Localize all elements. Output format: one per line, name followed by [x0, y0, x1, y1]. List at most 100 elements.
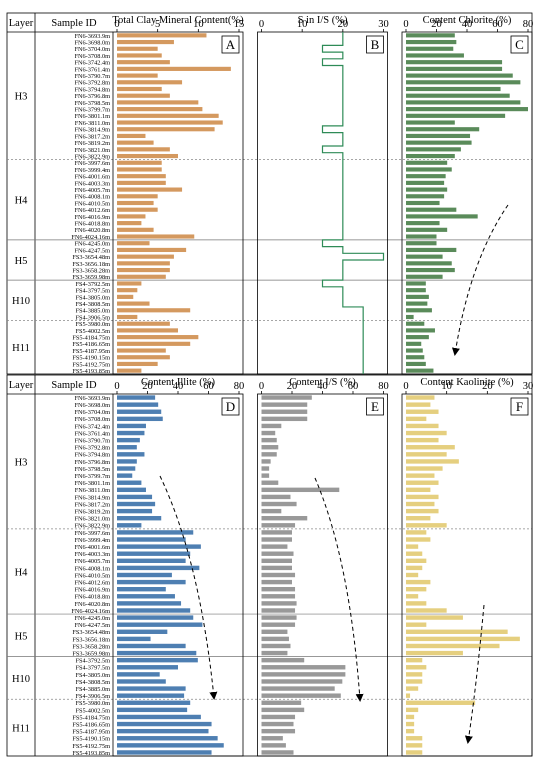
- bar: [117, 274, 166, 279]
- bar: [406, 565, 423, 571]
- panel-title: Content Chlorite (%): [423, 15, 512, 26]
- figure-row-2: Layer Sample IDFN6-3693.9mFN6-3698.0mFN6-…: [6, 374, 533, 757]
- trend-arrow-is: [314, 477, 364, 702]
- bar: [117, 423, 146, 429]
- bar: [406, 113, 506, 118]
- panel-E: Content I/S (%) 0 20 40 60 80 E: [257, 377, 389, 757]
- bar: [117, 601, 182, 606]
- bar: [406, 60, 503, 65]
- bar: [261, 728, 296, 734]
- panel-letter-box: [366, 397, 384, 416]
- bar: [406, 473, 435, 478]
- bar: [261, 551, 294, 556]
- bar: [117, 328, 178, 333]
- sample-id: FN6-3708.0m: [74, 416, 110, 423]
- sample-id: FN6-3792.8m: [74, 80, 110, 87]
- bar: [261, 636, 289, 642]
- bar: [406, 608, 447, 613]
- bar: [117, 594, 175, 599]
- bar: [117, 281, 142, 286]
- bar: [406, 459, 459, 464]
- bar: [117, 494, 153, 500]
- sample-id: FS4-3797.5m: [76, 665, 111, 672]
- bar: [406, 622, 427, 627]
- bar: [261, 629, 288, 634]
- bar: [117, 558, 186, 564]
- bar: [261, 679, 343, 684]
- bar: [261, 523, 296, 528]
- layer-label: H5: [15, 631, 28, 642]
- bar: [261, 537, 292, 542]
- bar: [117, 207, 158, 212]
- bar: [117, 321, 170, 326]
- bar: [117, 686, 186, 691]
- tick-label: 30: [378, 19, 389, 30]
- tick-label: 40: [462, 19, 473, 30]
- bar: [261, 622, 296, 627]
- bar: [406, 234, 437, 239]
- layer-label: H11: [12, 724, 30, 735]
- sample-id: FS4-3885.0m: [76, 308, 111, 315]
- panel-letter: E: [371, 399, 379, 414]
- sample-id: FN6-3798.5m: [74, 466, 110, 473]
- bar: [117, 73, 158, 78]
- sample-id: FS5-3980.0m: [76, 700, 111, 707]
- figure-row-1: Layer Sample IDFN6-3693.9mFN6-3698.0mFN6-…: [6, 12, 533, 375]
- bar: [261, 608, 296, 613]
- bar: [117, 665, 178, 670]
- bar: [406, 308, 432, 313]
- bar: [261, 516, 308, 521]
- bar: [261, 750, 294, 755]
- sample-id: FN6-4012.6m: [74, 207, 110, 214]
- bar: [117, 80, 183, 85]
- sample-id: FS5-4186.65m: [72, 341, 110, 348]
- bar: [261, 736, 283, 741]
- bar: [261, 594, 296, 599]
- bar: [117, 707, 188, 713]
- layer-label: H4: [15, 196, 29, 207]
- sample-id: FS4-3792.5m: [76, 658, 111, 665]
- bar: [406, 341, 422, 346]
- trend-arrow-illite: [159, 475, 218, 700]
- sample-id: FN6-3821.0m: [74, 516, 110, 523]
- bar: [117, 714, 201, 720]
- panel-letter-box: [221, 35, 240, 54]
- panel-C: Content Chlorite (%) 0 20 40 60 80 C: [401, 15, 533, 375]
- bar: [117, 140, 154, 145]
- bar: [406, 558, 427, 564]
- bar: [261, 473, 270, 478]
- bar: [261, 544, 288, 549]
- tick-label: 10: [441, 381, 452, 392]
- bar: [406, 180, 445, 185]
- bar: [117, 187, 183, 192]
- bar: [117, 551, 191, 556]
- panel-frame: [257, 31, 388, 375]
- bar: [406, 402, 431, 407]
- bar: [406, 736, 423, 741]
- bar: [406, 288, 426, 293]
- panel-letter: F: [516, 399, 523, 414]
- panel-D: Content Illite (%) 0 20 40 60 80 D: [112, 377, 244, 757]
- sample-id: FN6-3708.0m: [74, 53, 110, 60]
- sample-id: FN6-4012.6m: [74, 579, 110, 586]
- bar: [406, 636, 520, 642]
- bar: [406, 650, 463, 656]
- bar: [406, 120, 455, 125]
- sample-id: FN6-3819.2m: [74, 509, 110, 516]
- panel-letter-box: [221, 397, 240, 416]
- sample-id: FN6-3814.9m: [74, 494, 110, 501]
- bar: [406, 707, 419, 713]
- bar: [117, 445, 137, 450]
- bar: [117, 120, 223, 125]
- layer-label: H3: [15, 457, 28, 468]
- panel-letter-box: [510, 397, 529, 416]
- tick-label: 20: [287, 381, 298, 392]
- bar: [406, 321, 425, 326]
- bar: [117, 679, 166, 684]
- bar: [117, 33, 207, 38]
- bar: [406, 416, 427, 422]
- sample-id: FS4-3906.5m: [76, 693, 111, 700]
- sample-id: FN6-3811.0m: [75, 120, 110, 127]
- bar: [406, 657, 423, 663]
- sample-id: FN6-3796.8m: [74, 459, 110, 466]
